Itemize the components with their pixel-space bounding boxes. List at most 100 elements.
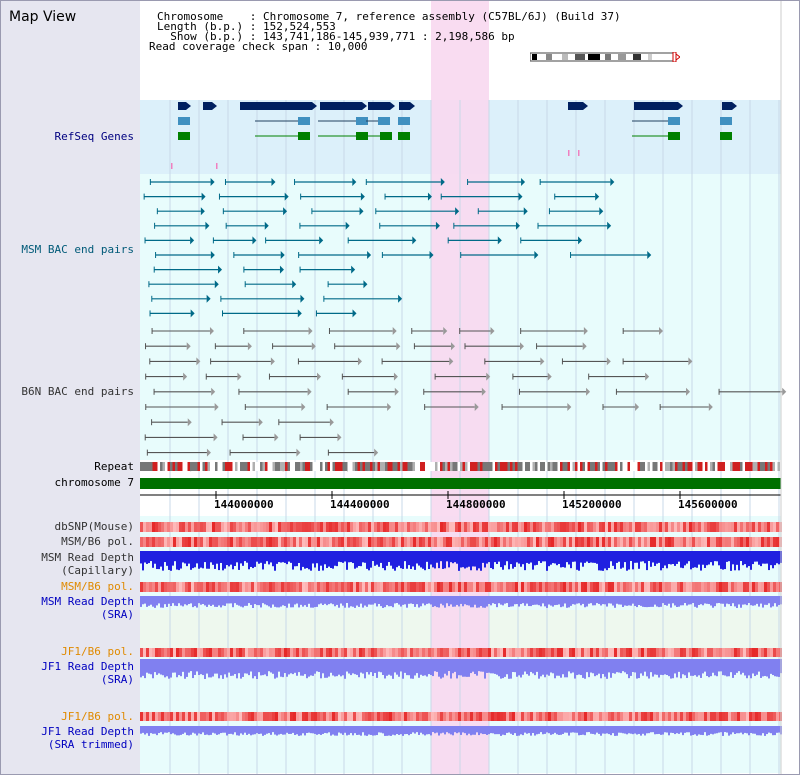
- coverage-bin: [278, 648, 281, 657]
- read-depth-bar: [744, 596, 746, 605]
- read-depth-bar: [546, 551, 548, 571]
- coverage-bin: [584, 582, 587, 592]
- coverage-bin: [764, 582, 767, 592]
- read-depth-bar: [516, 726, 518, 736]
- read-depth-bar: [670, 726, 672, 733]
- coverage-bin: [494, 648, 497, 657]
- coverage-bin: [227, 648, 230, 657]
- read-depth-bar: [754, 551, 756, 562]
- read-depth-bar: [280, 726, 282, 734]
- read-depth-bar: [392, 726, 394, 735]
- read-depth-bar: [486, 659, 488, 673]
- coverage-bin: [545, 582, 548, 592]
- coverage-bin: [392, 537, 395, 547]
- read-depth-bar: [726, 726, 728, 733]
- read-depth-bar: [334, 726, 336, 736]
- read-depth-bar: [340, 551, 342, 563]
- coverage-bin: [191, 712, 194, 721]
- coverage-bin: [374, 582, 377, 592]
- read-depth-bar: [732, 659, 734, 678]
- coverage-bin: [608, 712, 611, 721]
- coverage-bin: [500, 537, 503, 547]
- coverage-bin: [443, 648, 446, 657]
- read-depth-bar: [250, 596, 252, 605]
- read-depth-bar: [172, 596, 174, 604]
- coverage-bin: [743, 582, 746, 592]
- chromosome-bar: [140, 478, 781, 489]
- read-depth-bar: [408, 596, 410, 604]
- coverage-bin: [224, 522, 227, 532]
- gene-strand-arrow: [362, 102, 367, 110]
- repeat-element: [290, 462, 293, 471]
- read-depth-bar: [430, 659, 432, 675]
- gene-exon: [398, 117, 410, 125]
- repeat-element: [292, 462, 295, 471]
- coverage-bin: [410, 712, 413, 721]
- read-depth-bar: [712, 659, 714, 673]
- read-depth-bar: [664, 551, 666, 566]
- read-depth-bar: [194, 726, 196, 734]
- coverage-bin: [392, 648, 395, 657]
- read-depth-bar: [446, 596, 448, 604]
- b6n-bac-end: [659, 327, 664, 335]
- coverage-bin: [515, 537, 518, 547]
- coverage-bin: [590, 582, 593, 592]
- coverage-bin: [170, 537, 173, 547]
- b6n-bac-end: [686, 387, 691, 396]
- coverage-bin: [530, 582, 533, 592]
- coverage-bin: [389, 537, 392, 547]
- coverage-bin: [773, 712, 776, 721]
- read-depth-bar: [664, 659, 666, 675]
- read-depth-bar: [446, 551, 448, 562]
- chromosome-ideogram[interactable]: [530, 52, 680, 62]
- coverage-bin: [416, 537, 419, 547]
- read-depth-bar: [158, 551, 160, 570]
- coverage-bin: [584, 712, 587, 721]
- coverage-bin: [323, 522, 326, 532]
- coverage-bin: [440, 522, 443, 532]
- coverage-bin: [605, 712, 608, 721]
- read-depth-bar: [482, 726, 484, 735]
- coverage-bin: [740, 582, 743, 592]
- read-depth-bar: [346, 551, 348, 570]
- read-depth-bar: [536, 726, 538, 735]
- read-depth-bar: [218, 551, 220, 571]
- read-depth-bar: [612, 596, 614, 606]
- read-depth-bar: [518, 551, 520, 564]
- coverage-bin: [464, 712, 467, 721]
- read-depth-bar: [368, 551, 370, 571]
- read-depth-bar: [318, 659, 320, 672]
- coverage-bin: [269, 522, 272, 532]
- coverage-bin: [206, 522, 209, 532]
- repeat-element: [202, 462, 205, 471]
- gene-strand-arrow: [410, 102, 415, 110]
- msm-bac-end: [595, 192, 600, 201]
- coverage-bin: [647, 712, 650, 721]
- read-depth-bar: [706, 551, 708, 566]
- coverage-bin: [224, 648, 227, 657]
- read-depth-bar: [606, 659, 608, 679]
- coverage-bin: [569, 712, 572, 721]
- coverage-bin: [758, 582, 761, 592]
- coverage-bin: [575, 537, 578, 547]
- coverage-bin: [734, 582, 737, 592]
- repeat-element: [272, 462, 275, 471]
- read-depth-bar: [164, 551, 166, 563]
- coverage-bin: [416, 522, 419, 532]
- read-depth-bar: [580, 726, 582, 735]
- read-depth-bar: [262, 551, 264, 570]
- coverage-bin: [653, 582, 656, 592]
- read-depth-bar: [466, 659, 468, 677]
- coverage-bin: [590, 712, 593, 721]
- coverage-bin: [449, 522, 452, 532]
- read-depth-bar: [776, 596, 778, 607]
- msm-bac-end: [497, 236, 502, 245]
- read-depth-bar: [162, 726, 164, 735]
- read-depth-bar: [542, 726, 544, 735]
- msm-bac-end: [359, 207, 364, 216]
- read-depth-bar: [194, 659, 196, 675]
- coverage-bin: [188, 648, 191, 657]
- repeat-element: [402, 462, 405, 471]
- read-depth-bar: [450, 596, 452, 605]
